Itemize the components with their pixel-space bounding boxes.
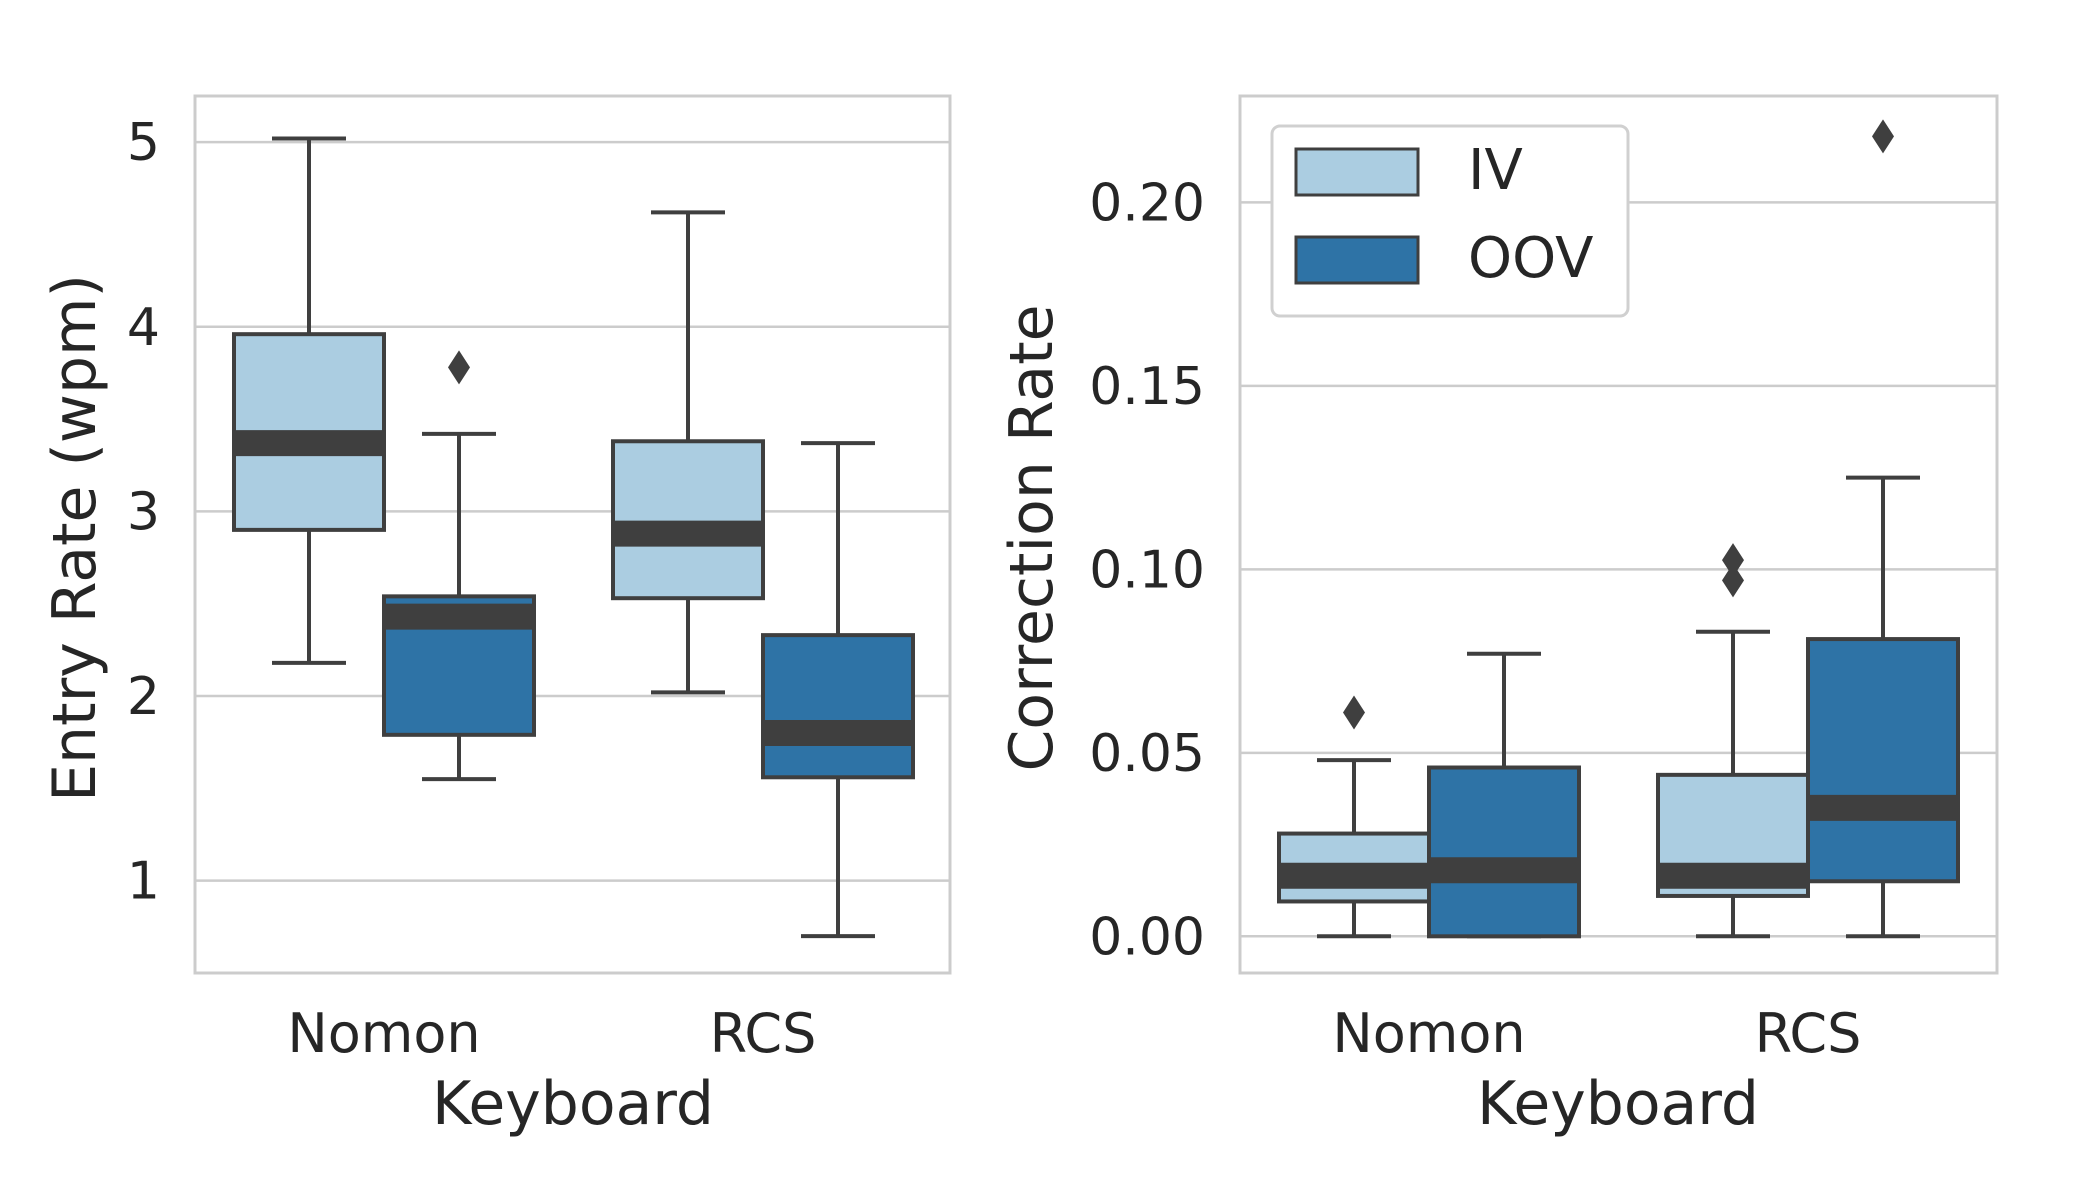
entry-rate-plot-frame <box>193 94 952 975</box>
entry-rate-xlabel: Keyboard <box>432 1069 714 1139</box>
correction-rate-xtick-label: RCS <box>1755 1002 1862 1065</box>
outlier-point <box>1872 119 1894 154</box>
entry-rate-box-iv-nomon <box>232 136 386 665</box>
correction-rate-ytick-label: 0.00 <box>1089 907 1205 967</box>
correction-rate-plot-frame <box>1238 94 1999 975</box>
outlier-point <box>1722 543 1744 578</box>
legend-swatch-iv <box>1294 147 1420 197</box>
correction-rate-box-iv-nomon <box>1277 695 1431 939</box>
entry-rate-chart: Entry Rate (wpm) Keyboard 1 2 3 4 5 Nomon RCS <box>40 94 952 1139</box>
legend-swatch-oov <box>1294 235 1420 285</box>
correction-rate-box-oov-nomon <box>1427 651 1581 939</box>
entry-rate-ytick-label: 5 <box>127 113 160 173</box>
box-body <box>1427 765 1581 939</box>
correction-rate-ytick-label: 0.20 <box>1089 173 1205 233</box>
entry-rate-box-oov-nomon <box>382 350 536 782</box>
box-body <box>1806 637 1960 884</box>
legend-label-oov: OOV <box>1468 226 1593 291</box>
correction-rate-xlabel: Keyboard <box>1477 1069 1759 1139</box>
legend-label-iv: IV <box>1468 138 1523 203</box>
entry-rate-box-iv-rcs <box>611 210 765 695</box>
outlier-point <box>1343 695 1365 730</box>
correction-rate-ytick-label: 0.15 <box>1089 357 1205 417</box>
correction-rate-chart: Correction Rate Keyboard 0.00 0.05 0.10 0.1… <box>997 94 1999 1139</box>
correction-rate-ylabel: Correction Rate <box>997 304 1067 771</box>
correction-rate-legend: IV OOV <box>1270 124 1630 318</box>
entry-rate-xtick-label: Nomon <box>287 1002 480 1065</box>
entry-rate-ytick-label: 4 <box>127 298 160 358</box>
entry-rate-box-oov-rcs <box>761 441 915 939</box>
box-body <box>761 633 915 780</box>
entry-rate-ytick-label: 2 <box>127 667 160 727</box>
box-body <box>611 439 765 601</box>
correction-rate-ytick-label: 0.10 <box>1089 540 1205 600</box>
correction-rate-xtick-label: Nomon <box>1332 1002 1525 1065</box>
entry-rate-ytick-label: 1 <box>127 852 160 912</box>
correction-rate-box-iv-rcs <box>1656 543 1810 939</box>
outlier-point <box>1722 563 1744 598</box>
entry-rate-xtick-label: RCS <box>710 1002 817 1065</box>
entry-rate-ylabel: Entry Rate (wpm) <box>40 274 110 802</box>
entry-rate-ytick-label: 3 <box>127 482 160 542</box>
correction-rate-box-oov-rcs <box>1806 119 1960 939</box>
outlier-point <box>448 350 470 385</box>
correction-rate-ytick-label: 0.05 <box>1089 724 1205 784</box>
